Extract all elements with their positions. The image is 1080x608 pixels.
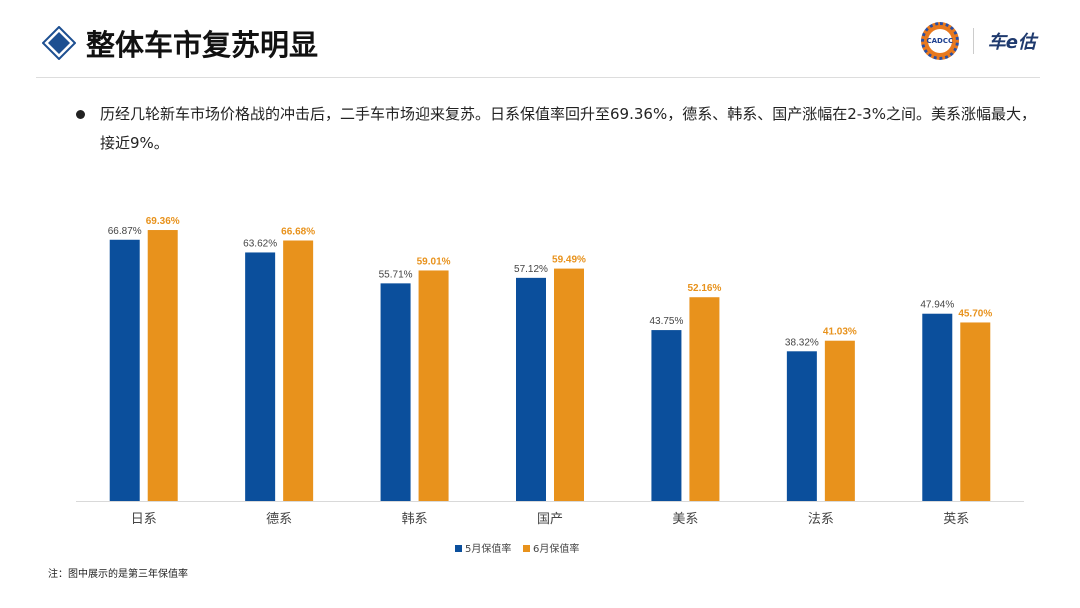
bar bbox=[109, 239, 140, 501]
bar bbox=[651, 330, 682, 501]
legend-swatch bbox=[523, 545, 530, 552]
data-label: 47.94% bbox=[920, 300, 954, 311]
x-tick-label: 日系 bbox=[131, 512, 157, 527]
data-label: 59.01% bbox=[417, 256, 451, 267]
legend-label: 5月保值率 bbox=[465, 542, 511, 555]
x-tick-label: 韩系 bbox=[402, 512, 428, 527]
bar bbox=[380, 283, 411, 501]
logos: CADCC 车e估 bbox=[920, 22, 1036, 60]
data-label: 59.49% bbox=[552, 255, 586, 266]
x-tick-label: 美系 bbox=[672, 512, 698, 527]
brand-logo: 车e估 bbox=[987, 32, 1036, 53]
bar bbox=[960, 322, 991, 501]
summary-text: 历经几轮新车市场价格战的冲击后，二手车市场迎来复苏。日系保值率回升至69.36%… bbox=[76, 100, 1040, 158]
data-label: 66.87% bbox=[108, 226, 142, 237]
bar bbox=[554, 268, 584, 501]
bar bbox=[824, 340, 855, 501]
data-label: 52.16% bbox=[687, 283, 721, 294]
bar bbox=[147, 230, 178, 501]
x-tick-label: 法系 bbox=[808, 512, 834, 527]
bar bbox=[418, 270, 449, 501]
header-divider bbox=[36, 77, 1040, 78]
data-label: 41.03% bbox=[823, 327, 857, 338]
data-label: 55.71% bbox=[379, 269, 413, 280]
data-label: 63.62% bbox=[243, 238, 277, 249]
bar bbox=[245, 252, 276, 501]
x-tick-label: 国产 bbox=[537, 512, 563, 527]
legend-label: 6月保值率 bbox=[533, 542, 579, 555]
cadcc-logo: CADCC bbox=[920, 22, 959, 60]
data-label: 45.70% bbox=[958, 308, 992, 319]
bar bbox=[786, 351, 817, 501]
data-label: 57.12% bbox=[514, 264, 548, 275]
footnote: 注：图中展示的是第三年保值率 bbox=[48, 569, 188, 580]
bar bbox=[283, 240, 314, 501]
legend-swatch bbox=[455, 545, 462, 552]
page-header: 整体车市复苏明显 bbox=[42, 22, 318, 64]
data-label: 69.36% bbox=[146, 216, 180, 227]
bar bbox=[516, 277, 546, 501]
data-label: 66.68% bbox=[281, 227, 315, 238]
x-tick-label: 英系 bbox=[943, 512, 969, 527]
bar bbox=[922, 313, 953, 501]
data-label: 38.32% bbox=[785, 337, 819, 348]
page-title: 整体车市复苏明显 bbox=[86, 28, 319, 62]
data-label: 43.75% bbox=[649, 316, 683, 327]
divider bbox=[972, 28, 974, 54]
x-tick-label: 德系 bbox=[266, 512, 292, 527]
diamond-icon bbox=[42, 26, 76, 60]
bar bbox=[689, 297, 720, 501]
